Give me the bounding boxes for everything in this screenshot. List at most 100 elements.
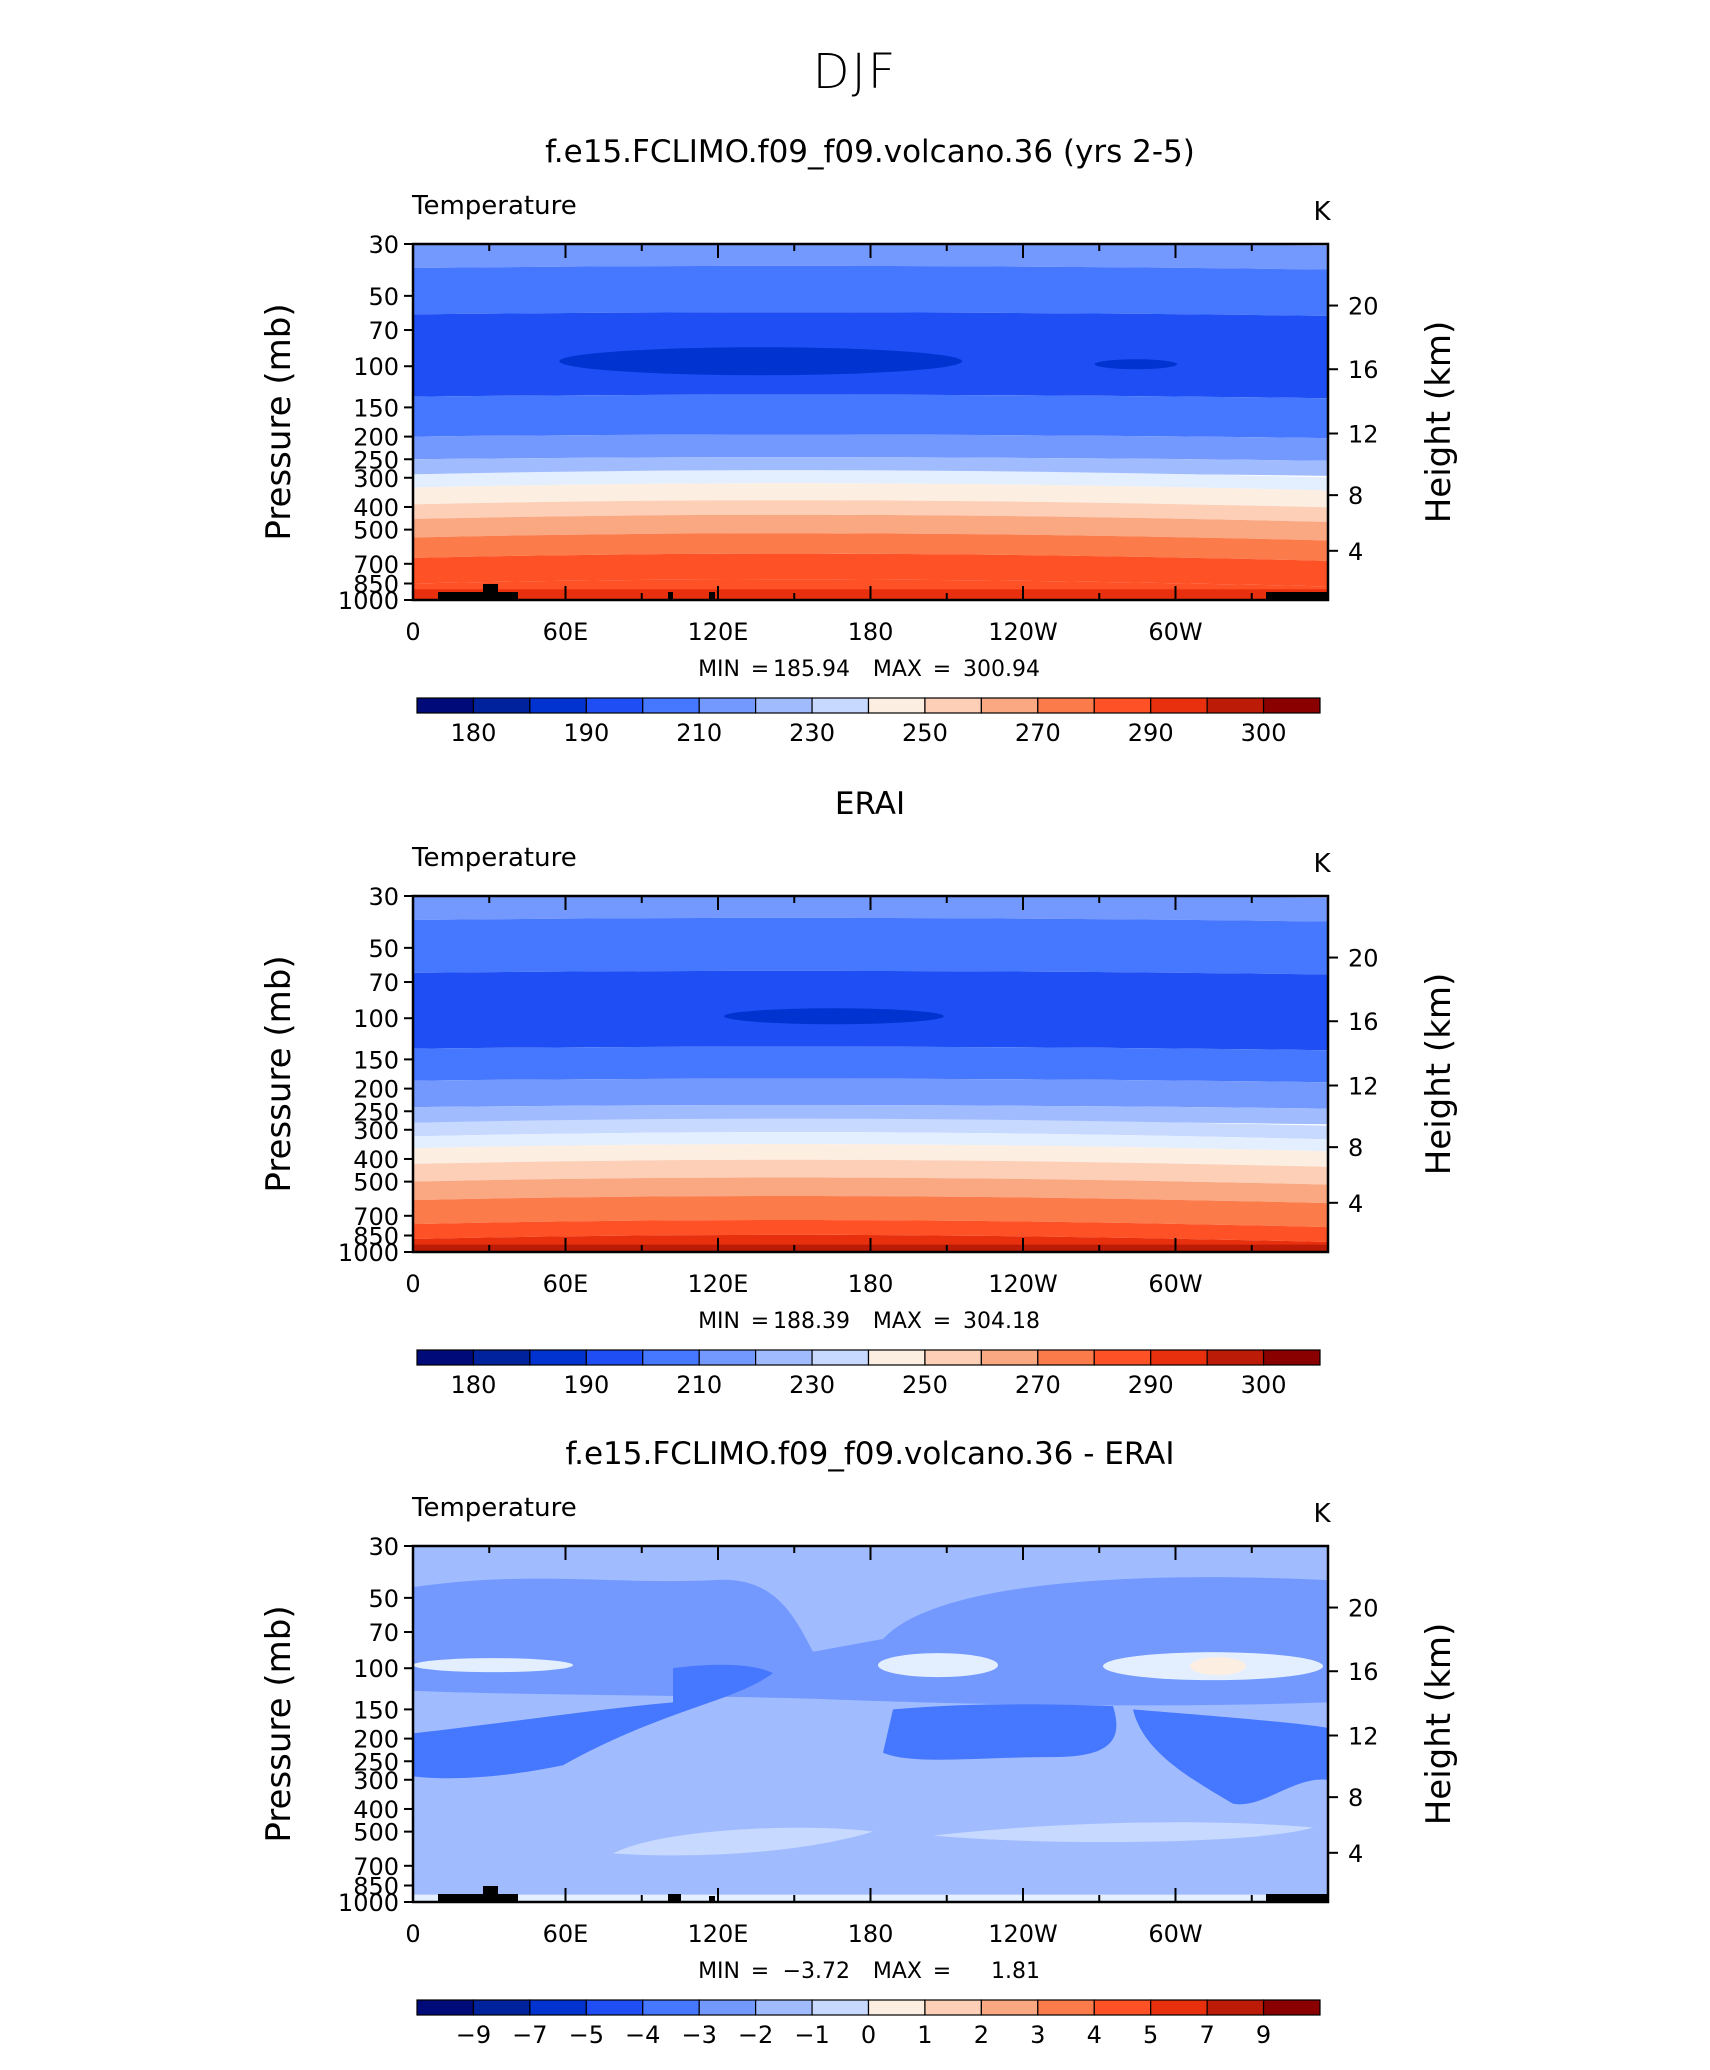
x-tick-label: 120E [688,618,749,646]
y-tick-label: 100 [353,1005,399,1033]
max-eq: = [933,657,951,682]
colorbar-box [472,1349,531,1366]
colorbar-label: 4 [1087,2021,1102,2049]
min-eq: = [751,1309,769,1334]
colorbar-label: 190 [563,1371,609,1399]
colorbar-box [980,697,1039,714]
y-tick-label: 30 [368,883,399,911]
colorbar-box [1150,1349,1208,1366]
colorbar-label: 290 [1128,719,1174,747]
y2-tick-label: 4 [1348,1840,1363,1868]
orography [483,1886,498,1902]
colorbar-box [698,1349,757,1366]
contour-band [1190,1657,1246,1676]
y-tick-label: 150 [353,1696,399,1724]
max-value: 300.94 [963,657,1040,682]
colorbar-box [1093,1349,1152,1366]
y-tick-label: 150 [353,1046,399,1074]
y2-tick-label: 12 [1348,421,1379,449]
colorbar-label: 7 [1199,2021,1214,2049]
y-tick-label: 300 [353,1767,399,1795]
contour-band [413,533,1328,561]
orography [438,592,518,600]
colorbar-box [811,1999,870,2016]
colorbar-box [1206,1999,1265,2016]
colorbar-box [1037,1349,1095,1366]
colorbar-box [1093,697,1152,714]
contour-band [413,1132,1328,1152]
colorbar-box [867,1999,926,2016]
y-tick-label: 200 [353,1726,399,1754]
orography [668,1894,681,1902]
y2-tick-label: 16 [1348,1008,1379,1036]
colorbar-box [642,697,700,714]
y2-tick-label: 12 [1348,1723,1379,1751]
x-tick-label: 60E [543,1270,589,1298]
y2-tick-label: 8 [1348,1784,1363,1812]
contour-band [413,483,1328,508]
y-tick-label: 500 [353,517,399,545]
y2-axis-label: Height (km) [1419,973,1459,1176]
y-tick-label: 50 [368,935,399,963]
y-tick-label: 700 [353,551,399,579]
colorbar-label: 250 [902,1371,948,1399]
contour-band [413,514,1328,541]
contour-band [1133,1709,1328,1805]
y-tick-label: 300 [353,1117,399,1145]
y-tick-label: 70 [368,969,399,997]
colorbar-box [642,1999,700,2016]
colorbar-label: −1 [794,2021,829,2049]
max-label: MAX [873,1309,922,1334]
orography [438,1894,518,1902]
colorbar-label: 270 [1015,1371,1061,1399]
variable-label: Temperature [411,1493,577,1523]
colorbar-label: 180 [451,719,497,747]
y-tick-label: 700 [353,1853,399,1881]
y-tick-label: 100 [353,353,399,381]
max-label: MAX [873,1959,922,1984]
contour-band [413,1078,1328,1109]
colorbar-box [472,697,531,714]
contour-band [413,394,1328,439]
orography [709,592,715,600]
orography [668,592,673,600]
colorbar-box [642,1349,700,1366]
colorbar-box [1037,1999,1095,2016]
y2-axis-label: Height (km) [1419,1623,1459,1826]
x-tick-label: 60W [1148,1270,1202,1298]
x-tick-label: 180 [848,618,894,646]
contour-band [413,1658,573,1673]
colorbar-box [698,1999,757,2016]
contour-band [413,500,1328,522]
colorbar-label: 1 [917,2021,932,2049]
x-tick-label: 120E [688,1920,749,1948]
colorbar-label: 3 [1030,2021,1045,2049]
colorbar-box [811,1349,870,1366]
y2-tick-label: 20 [1348,945,1379,973]
colorbar-box [416,1999,475,2016]
figure-title: DJF [812,44,898,100]
y-tick-label: 850 [353,571,399,599]
colorbar-label: 230 [789,1371,835,1399]
x-tick-label: 120E [688,1270,749,1298]
orography [483,584,498,600]
y2-tick-label: 8 [1348,482,1363,510]
colorbar-label: 5 [1143,2021,1158,2049]
colorbar-box [811,697,870,714]
x-tick-label: 60W [1148,1920,1202,1948]
y-axis-label: Pressure (mb) [259,955,299,1192]
x-tick-label: 0 [405,1270,420,1298]
contour-band [413,1219,1328,1243]
min-label: MIN [698,1309,740,1334]
x-tick-label: 0 [405,618,420,646]
colorbar-label: 210 [676,719,722,747]
units-label: K [1313,1499,1331,1529]
y-tick-label: 30 [368,1533,399,1561]
orography [1266,1894,1328,1902]
plot-area [413,896,1328,1252]
colorbar-box [529,697,587,714]
cold-core [724,1008,944,1025]
panel-title: f.e15.FCLIMO.f09_f09.volcano.36 - ERAI [565,1436,1174,1472]
colorbar-box [755,697,813,714]
x-tick-label: 60E [543,618,589,646]
